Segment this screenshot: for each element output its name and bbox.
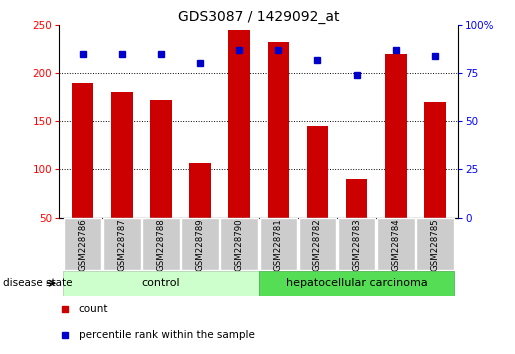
Bar bbox=[346, 179, 367, 218]
Bar bbox=[64, 218, 101, 270]
Bar bbox=[111, 92, 132, 218]
Text: GSM228785: GSM228785 bbox=[431, 218, 439, 271]
Bar bbox=[63, 271, 259, 296]
Bar bbox=[307, 126, 328, 218]
Text: GSM228781: GSM228781 bbox=[274, 218, 283, 271]
Bar bbox=[385, 54, 406, 218]
Bar bbox=[142, 218, 180, 270]
Bar bbox=[377, 218, 415, 270]
Bar bbox=[181, 218, 219, 270]
Text: count: count bbox=[79, 304, 108, 314]
Text: percentile rank within the sample: percentile rank within the sample bbox=[79, 330, 254, 340]
Bar bbox=[190, 163, 211, 218]
Bar bbox=[103, 218, 141, 270]
Text: GSM228782: GSM228782 bbox=[313, 218, 322, 271]
Bar bbox=[299, 218, 336, 270]
Bar bbox=[229, 30, 250, 218]
Title: GDS3087 / 1429092_at: GDS3087 / 1429092_at bbox=[178, 10, 339, 24]
Text: control: control bbox=[142, 278, 180, 288]
Bar bbox=[338, 218, 375, 270]
Text: GSM228783: GSM228783 bbox=[352, 218, 361, 271]
Text: hepatocellular carcinoma: hepatocellular carcinoma bbox=[286, 278, 427, 288]
Text: GSM228784: GSM228784 bbox=[391, 218, 400, 271]
Text: GSM228790: GSM228790 bbox=[235, 218, 244, 270]
Bar bbox=[416, 218, 454, 270]
Bar bbox=[268, 42, 289, 218]
Text: disease state: disease state bbox=[3, 278, 72, 288]
Bar bbox=[260, 218, 297, 270]
Bar bbox=[424, 102, 445, 218]
Text: GSM228789: GSM228789 bbox=[196, 218, 204, 270]
Bar bbox=[259, 271, 454, 296]
Text: GSM228786: GSM228786 bbox=[78, 218, 87, 271]
Text: GSM228788: GSM228788 bbox=[157, 218, 165, 271]
Bar bbox=[220, 218, 258, 270]
Bar bbox=[72, 82, 93, 218]
Bar bbox=[150, 100, 171, 218]
Text: GSM228787: GSM228787 bbox=[117, 218, 126, 271]
